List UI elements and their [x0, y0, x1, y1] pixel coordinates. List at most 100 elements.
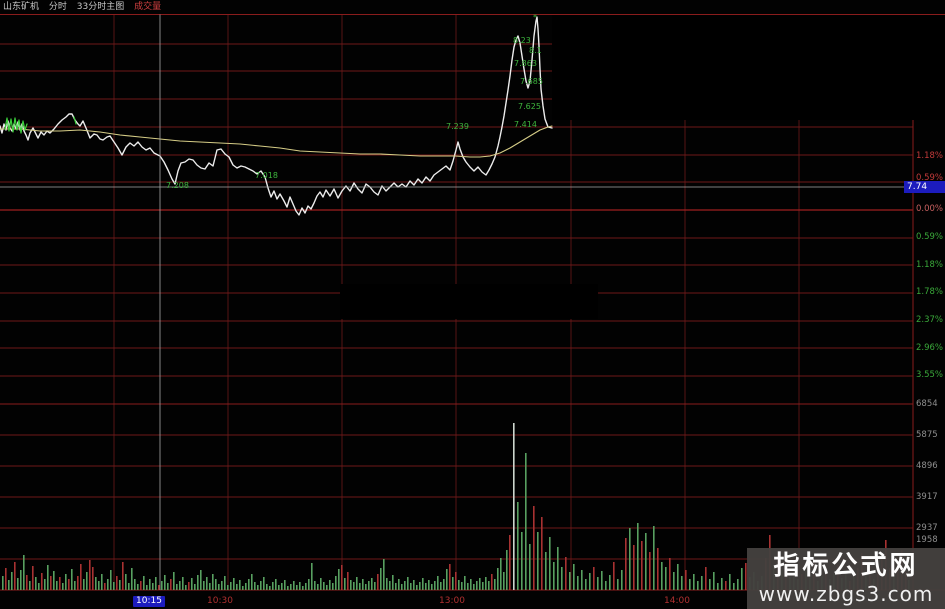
volume-bar	[745, 563, 747, 590]
volume-bar	[371, 578, 373, 590]
volume-bar	[713, 572, 715, 590]
volume-bar	[284, 580, 286, 590]
volume-bar	[263, 577, 265, 590]
volume-bar	[491, 574, 493, 590]
volume-bar	[341, 565, 343, 590]
volume-bar	[161, 581, 163, 590]
volume-bar	[32, 566, 34, 590]
volume-bar	[23, 555, 25, 590]
price-annotation: 7.685	[520, 77, 543, 86]
volume-bar	[407, 577, 409, 590]
volume-bar	[613, 562, 615, 590]
volume-bar	[293, 581, 295, 590]
volume-bar	[245, 583, 247, 590]
volume-bar	[164, 575, 166, 590]
price-annotation: 7.863	[514, 59, 537, 68]
volume-bar	[437, 576, 439, 590]
volume-bar	[557, 547, 559, 590]
indicator-tab-volume[interactable]: 成交量	[134, 2, 162, 12]
volume-bar	[653, 526, 655, 590]
volume-bar	[365, 584, 367, 590]
volume-bar	[200, 570, 202, 590]
volume-bar	[59, 577, 61, 590]
volume-bar	[383, 559, 385, 590]
percent-axis-label: 1.18%	[916, 260, 944, 270]
volume-bar	[122, 562, 124, 590]
open-signal-line	[4, 117, 28, 134]
volume-bar	[458, 580, 460, 590]
volume-bar	[464, 576, 466, 590]
volume-bar	[206, 577, 208, 590]
indicator-tab-main[interactable]: 33分时主图	[76, 2, 125, 12]
volume-bar	[107, 579, 109, 590]
volume-bar	[395, 583, 397, 590]
volume-bar	[577, 576, 579, 590]
volume-bar	[110, 570, 112, 590]
volume-bar	[98, 581, 100, 590]
volume-bar	[410, 583, 412, 590]
volume-axis-label: 5875	[916, 430, 938, 440]
volume-bar	[275, 579, 277, 590]
volume-bar	[573, 564, 575, 590]
signal-tick-line	[73, 116, 77, 125]
volume-bar	[47, 565, 49, 590]
volume-bar	[104, 583, 106, 590]
volume-bar	[158, 585, 160, 590]
volume-bar	[362, 579, 364, 590]
volume-bar	[597, 577, 599, 590]
volume-bar	[152, 583, 154, 590]
volume-bar	[509, 535, 511, 590]
volume-bar	[272, 582, 274, 590]
volume-bar	[266, 584, 268, 590]
percent-axis-label: 0.59%	[916, 173, 944, 183]
volume-bar	[350, 580, 352, 590]
volume-bar	[287, 586, 289, 590]
volume-bar	[709, 579, 711, 590]
volume-bar	[224, 576, 226, 590]
volume-bar	[71, 569, 73, 590]
volume-bar	[641, 541, 643, 590]
site-watermark: 指标公式网 www.zbgs3.com	[747, 548, 945, 609]
volume-bar	[431, 584, 433, 590]
volume-axis-label: 4896	[916, 461, 938, 471]
volume-bar	[482, 582, 484, 590]
volume-bar	[146, 585, 148, 590]
volume-bar	[494, 579, 496, 590]
volume-bar	[5, 568, 7, 590]
volume-bar	[467, 583, 469, 590]
volume-bar	[17, 578, 19, 590]
volume-bar	[605, 581, 607, 590]
volume-bar	[368, 581, 370, 590]
volume-bar	[320, 578, 322, 590]
volume-bar	[41, 573, 43, 590]
volume-bar	[230, 582, 232, 590]
price-annotation: *	[533, 13, 537, 22]
volume-bar	[416, 585, 418, 590]
volume-bar	[422, 578, 424, 590]
volume-bar	[323, 582, 325, 590]
volume-bar	[218, 584, 220, 590]
price-annotation: 8.1	[529, 46, 542, 55]
volume-bar	[693, 574, 695, 590]
volume-bar	[585, 579, 587, 590]
volume-bar	[689, 579, 691, 590]
volume-bar	[254, 582, 256, 590]
volume-bar	[29, 581, 31, 590]
volume-bar	[389, 581, 391, 590]
title-bar: 山东矿机 分时 33分时主图 成交量	[0, 0, 945, 14]
volume-bar	[725, 581, 727, 590]
volume-bar	[8, 580, 10, 590]
volume-bar	[314, 581, 316, 590]
percent-axis-label: 2.96%	[916, 343, 944, 353]
volume-bar	[545, 552, 547, 590]
volume-bar	[95, 577, 97, 590]
volume-bar	[305, 583, 307, 590]
volume-bar	[65, 574, 67, 590]
volume-bar	[296, 585, 298, 590]
volume-bar	[26, 575, 28, 590]
volume-bar	[113, 582, 115, 590]
volume-bar	[470, 579, 472, 590]
volume-bar	[332, 583, 334, 590]
volume-bar	[116, 576, 118, 590]
